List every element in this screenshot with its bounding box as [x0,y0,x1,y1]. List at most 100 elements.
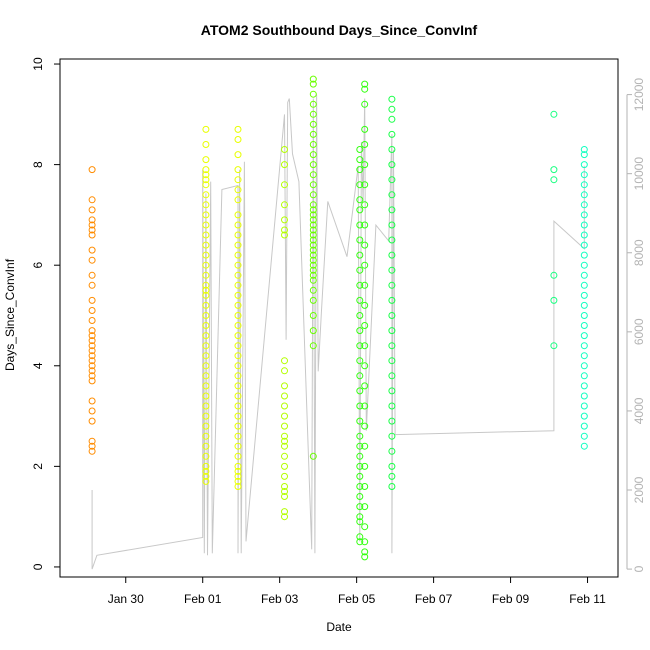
series-9 [580,146,588,450]
data-point [88,347,96,355]
data-point [388,266,396,274]
data-point [88,407,96,415]
data-point [580,261,588,269]
data-point [580,402,588,410]
right-tick-label: 12000 [632,78,646,112]
data-point [580,271,588,279]
data-point [356,312,364,319]
data-point [234,211,242,219]
data-point [234,462,242,470]
x-tick-label: Feb 01 [184,592,222,606]
right-tick-label: 10000 [632,157,646,191]
data-point [361,342,369,350]
data-point [202,176,210,184]
x-tick-label: Feb 07 [415,592,453,606]
data-point [388,447,396,455]
data-point [234,196,242,204]
data-point [388,130,396,138]
data-point [580,291,588,299]
data-point [309,312,317,319]
data-point [356,166,364,174]
data-point [281,483,288,490]
data-point [356,281,364,289]
data-point [580,382,588,390]
data-point [88,196,96,204]
data-point [388,191,396,199]
data-point [88,377,96,385]
data-point [234,241,242,249]
data-point [202,211,210,219]
data-point [281,508,288,516]
data-point [388,342,396,350]
data-point [580,422,588,430]
data-point [281,161,288,169]
data-point [88,397,96,405]
data-point [88,296,96,304]
data-point [356,472,364,480]
data-point [356,518,364,526]
data-point [550,176,558,184]
data-point [388,387,396,395]
data-point [234,261,242,269]
data-point [202,291,210,299]
series-4 [309,75,317,460]
right-tick-label: 8000 [632,239,646,266]
data-point [202,141,210,148]
data-point [580,191,588,199]
data-point [234,281,242,289]
data-point [388,146,396,153]
data-point [309,181,317,189]
data-point [234,176,242,184]
right-tick-label: 4000 [632,397,646,424]
data-point [388,176,396,184]
data-point [356,503,364,511]
data-point [202,286,210,294]
data-point [361,503,369,511]
data-point [580,201,588,209]
data-point [88,417,96,425]
data-point [361,523,369,531]
data-point [281,201,288,209]
data-point [234,362,242,370]
data-point [234,151,242,159]
right-tick-label: 2000 [632,476,646,503]
data-point [88,367,96,375]
data-point [281,367,288,375]
data-point [88,216,96,224]
data-point [388,251,396,259]
data-point [580,372,588,380]
y-axis-label: Days_Since_ConvInf [3,258,17,371]
data-point [361,85,369,93]
data-point [88,352,96,360]
x-tick-label: Feb 05 [338,592,376,606]
data-point [88,231,96,239]
data-point [281,226,288,234]
data-point [388,402,396,410]
data-point [309,276,317,284]
data-point [202,281,210,289]
data-point [356,513,364,521]
data-point [202,301,210,309]
data-point [234,467,242,475]
data-point [234,342,242,350]
data-point [309,191,317,199]
data-point [309,75,317,83]
data-point [309,171,317,179]
data-point [388,417,396,425]
data-point [202,352,210,360]
data-point [88,246,96,254]
data-point [388,472,396,480]
overlay-line-layer [91,94,585,570]
data-point [234,166,242,174]
data-point [281,216,288,224]
data-point [388,372,396,380]
data-point [356,538,364,546]
data-point [202,342,210,350]
data-point [202,231,210,239]
data-point [234,442,242,450]
data-point [309,296,317,304]
data-point [202,156,210,164]
data-point [356,432,364,440]
data-point [356,493,364,500]
data-point [88,337,96,345]
